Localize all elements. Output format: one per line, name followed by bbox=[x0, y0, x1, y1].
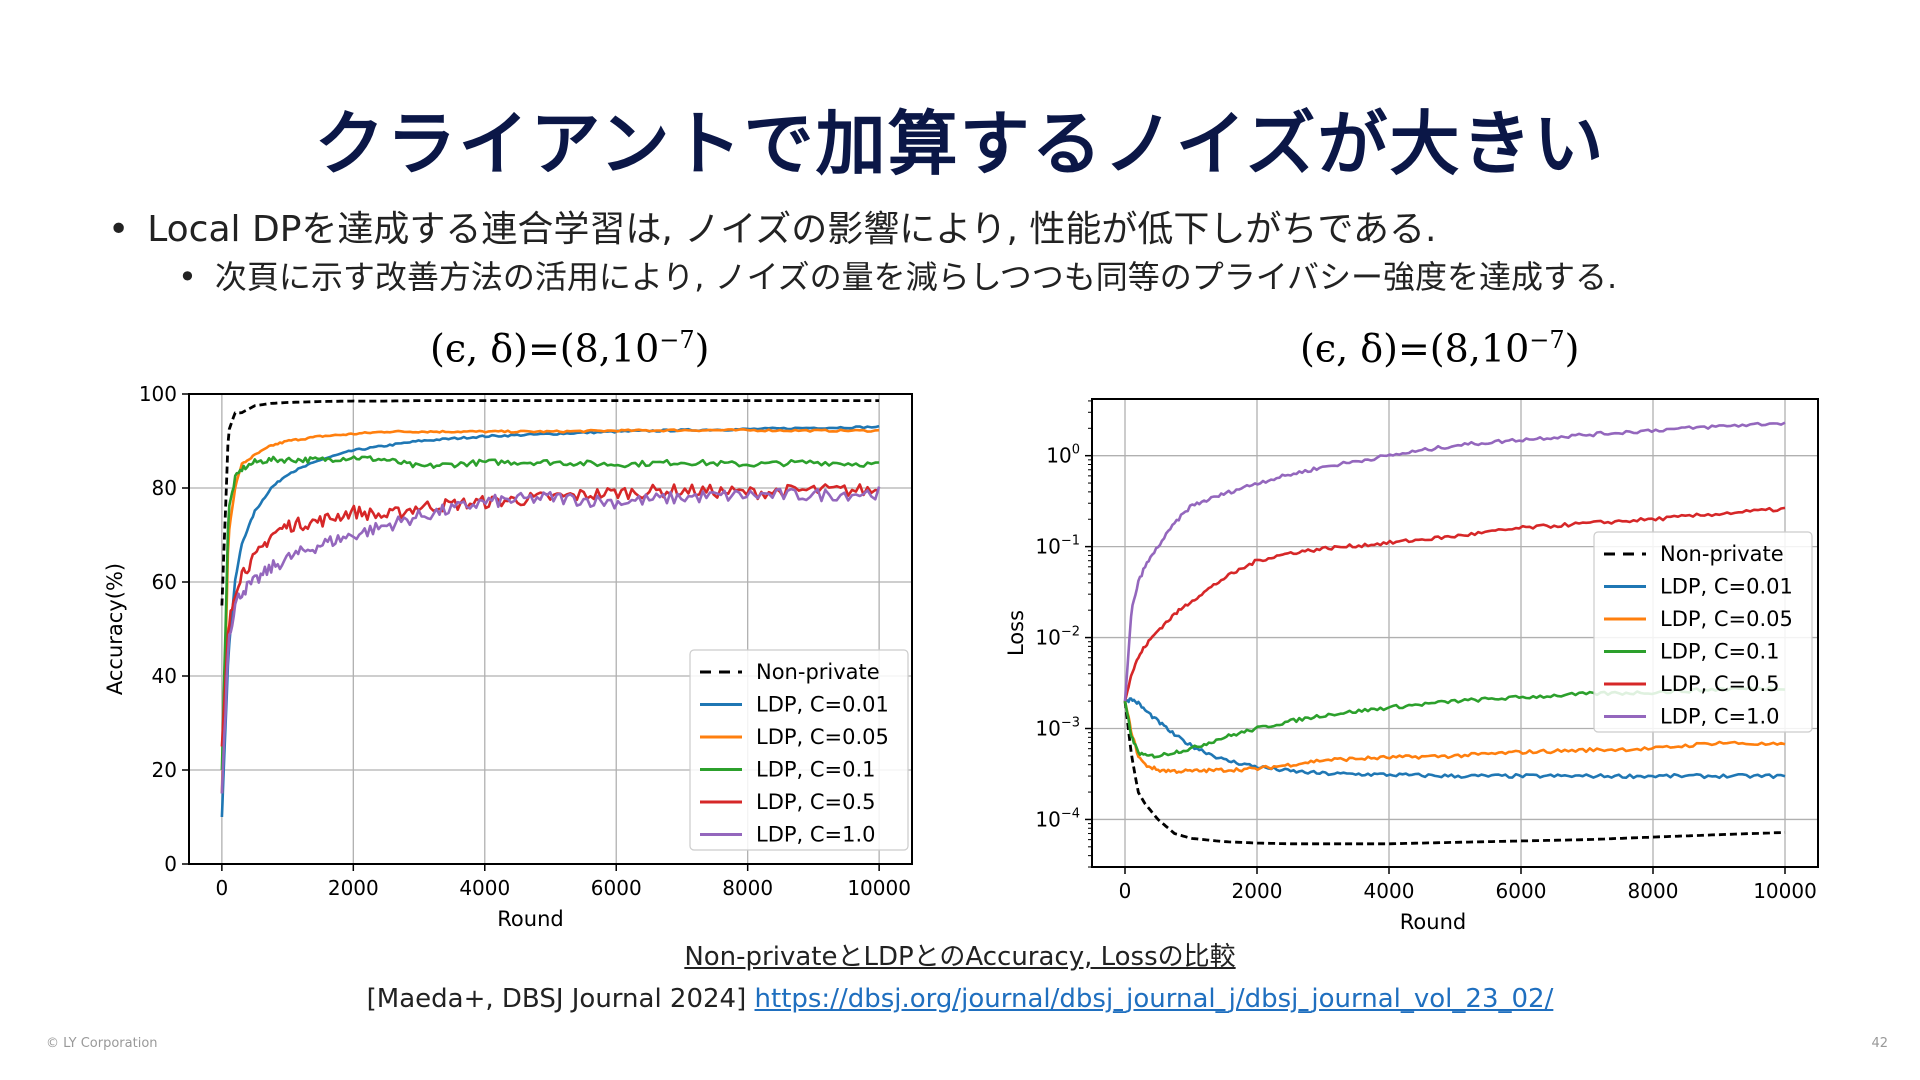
accuracy-y-tick-label: 40 bbox=[152, 664, 177, 688]
accuracy-x-axis-label: Round bbox=[497, 907, 563, 931]
accuracy-y-axis-label: Accuracy(%) bbox=[103, 563, 127, 695]
accuracy-x-tick-label: 2000 bbox=[328, 876, 379, 900]
accuracy-y-tick-label: 80 bbox=[152, 476, 177, 500]
loss-legend-label: LDP, C=0.1 bbox=[1660, 640, 1780, 664]
footer-copyright: © LY Corporation bbox=[46, 1036, 158, 1051]
accuracy-x-tick-label: 4000 bbox=[459, 876, 510, 900]
loss-legend-label: LDP, C=1.0 bbox=[1660, 705, 1780, 729]
loss-series-4 bbox=[1123, 506, 1786, 702]
loss-legend-label: LDP, C=0.01 bbox=[1660, 575, 1793, 599]
bullet-1: • Local DPを達成する連合学習は, ノイズの影響により, 性能が低下しがち… bbox=[108, 200, 1436, 252]
loss-legend-label: LDP, C=0.5 bbox=[1660, 672, 1780, 696]
loss-y-tick-label: 10−1 bbox=[1035, 534, 1080, 559]
accuracy-legend: Non-private LDP, C=0.01 LDP, C=0.05 LDP, C=… bbox=[689, 649, 909, 851]
param-label-sup: −7 bbox=[1529, 326, 1565, 354]
loss-x-tick-label: 4000 bbox=[1364, 879, 1415, 903]
caption-text: Non-privateとLDPとのAccuracy, Lossの比較 bbox=[684, 942, 1236, 972]
loss-series-0 bbox=[1123, 700, 1786, 846]
accuracy-legend-label: LDP, C=1.0 bbox=[756, 823, 876, 847]
accuracy-legend-label: Non-private bbox=[756, 660, 880, 684]
accuracy-y-tick-label: 60 bbox=[152, 570, 177, 594]
accuracy-series-4 bbox=[220, 483, 880, 747]
loss-legend-label: LDP, C=0.05 bbox=[1660, 607, 1793, 631]
accuracy-y-tick-label: 0 bbox=[164, 852, 177, 876]
slide-title: クライアントで加算するノイズが大きい bbox=[314, 103, 1606, 185]
loss-y-tick-label: 10−2 bbox=[1035, 625, 1080, 650]
accuracy-plot-frame bbox=[188, 393, 913, 865]
accuracy-legend-label: LDP, C=0.1 bbox=[756, 758, 876, 782]
accuracy-y-tick-label: 20 bbox=[152, 758, 177, 782]
param-label-right: (ϵ, δ)=(8,10−7) bbox=[1300, 326, 1579, 371]
page-number: 42 bbox=[1871, 1036, 1888, 1051]
loss-x-tick-label: 8000 bbox=[1628, 879, 1679, 903]
accuracy-legend-label: LDP, C=0.05 bbox=[756, 725, 889, 749]
loss-series-2 bbox=[1123, 700, 1786, 775]
accuracy-series-0 bbox=[220, 399, 880, 606]
loss-x-tick-label: 0 bbox=[1119, 879, 1132, 903]
loss-series-1 bbox=[1124, 697, 1786, 780]
bullet-dot: • bbox=[108, 209, 130, 250]
loss-y-tick-label: 10−3 bbox=[1035, 716, 1080, 741]
loss-y-axis-label: Loss bbox=[1004, 610, 1028, 656]
loss-legend-label: Non-private bbox=[1660, 542, 1784, 566]
param-label-close: ) bbox=[1564, 326, 1580, 371]
loss-series-5 bbox=[1123, 421, 1786, 702]
accuracy-x-tick-label: 10000 bbox=[847, 876, 911, 900]
reference: [Maeda+, DBSJ Journal 2024] https://dbsj… bbox=[0, 984, 1920, 1014]
param-label-left: (ϵ, δ)=(8,10−7) bbox=[430, 326, 709, 371]
accuracy-legend-label: LDP, C=0.5 bbox=[756, 790, 876, 814]
loss-legend-box bbox=[1593, 531, 1813, 733]
param-label-sup: −7 bbox=[659, 326, 695, 354]
loss-x-tick-label: 6000 bbox=[1496, 879, 1547, 903]
figure-caption: Non-privateとLDPとのAccuracy, Lossの比較 bbox=[0, 936, 1920, 973]
accuracy-legend-label: LDP, C=0.01 bbox=[756, 693, 889, 717]
accuracy-series-3 bbox=[220, 455, 880, 771]
bullet-2: • 次頁に示す改善方法の活用により, ノイズの量を減らしつつも同等のプライバシー強… bbox=[178, 252, 1617, 298]
accuracy-series-2 bbox=[220, 427, 880, 794]
loss-legend: Non-private LDP, C=0.01 LDP, C=0.05 LDP, C=… bbox=[1593, 531, 1813, 733]
loss-chart: 0 2000 4000 6000 8000 10000 10−4 10−3 10−2 10−1 10… bbox=[1004, 398, 1819, 934]
loss-x-tick-label: 10000 bbox=[1753, 879, 1817, 903]
loss-y-tick-label: 10−4 bbox=[1035, 806, 1080, 831]
accuracy-x-tick-label: 0 bbox=[215, 876, 228, 900]
accuracy-series-5 bbox=[220, 486, 881, 794]
param-label-close: ) bbox=[694, 326, 710, 371]
param-label-text: (ϵ, δ)=(8,10 bbox=[430, 326, 660, 371]
bullet-dot: • bbox=[178, 258, 197, 296]
accuracy-y-tick-label: 100 bbox=[139, 382, 177, 406]
bullet-2-text: 次頁に示す改善方法の活用により, ノイズの量を減らしつつも同等のプライバシー強度… bbox=[214, 258, 1618, 296]
reference-link[interactable]: https://dbsj.org/journal/dbsj_journal_j/… bbox=[754, 984, 1554, 1014]
accuracy-legend-box bbox=[689, 649, 909, 851]
loss-x-tick-label: 2000 bbox=[1232, 879, 1283, 903]
param-label-text: (ϵ, δ)=(8,10 bbox=[1300, 326, 1530, 371]
loss-y-tick-label: 100 bbox=[1046, 443, 1080, 468]
loss-x-axis-label: Round bbox=[1400, 910, 1466, 934]
accuracy-chart: 0 2000 4000 6000 8000 10000 0 20 40 60 80 100 Round A… bbox=[103, 382, 913, 931]
loss-plot-frame bbox=[1091, 398, 1819, 868]
accuracy-x-tick-label: 6000 bbox=[591, 876, 642, 900]
reference-text: [Maeda+, DBSJ Journal 2024] bbox=[366, 984, 755, 1014]
bullet-1-text: Local DPを達成する連合学習は, ノイズの影響により, 性能が低下しがちで… bbox=[147, 209, 1437, 250]
accuracy-x-tick-label: 8000 bbox=[722, 876, 773, 900]
